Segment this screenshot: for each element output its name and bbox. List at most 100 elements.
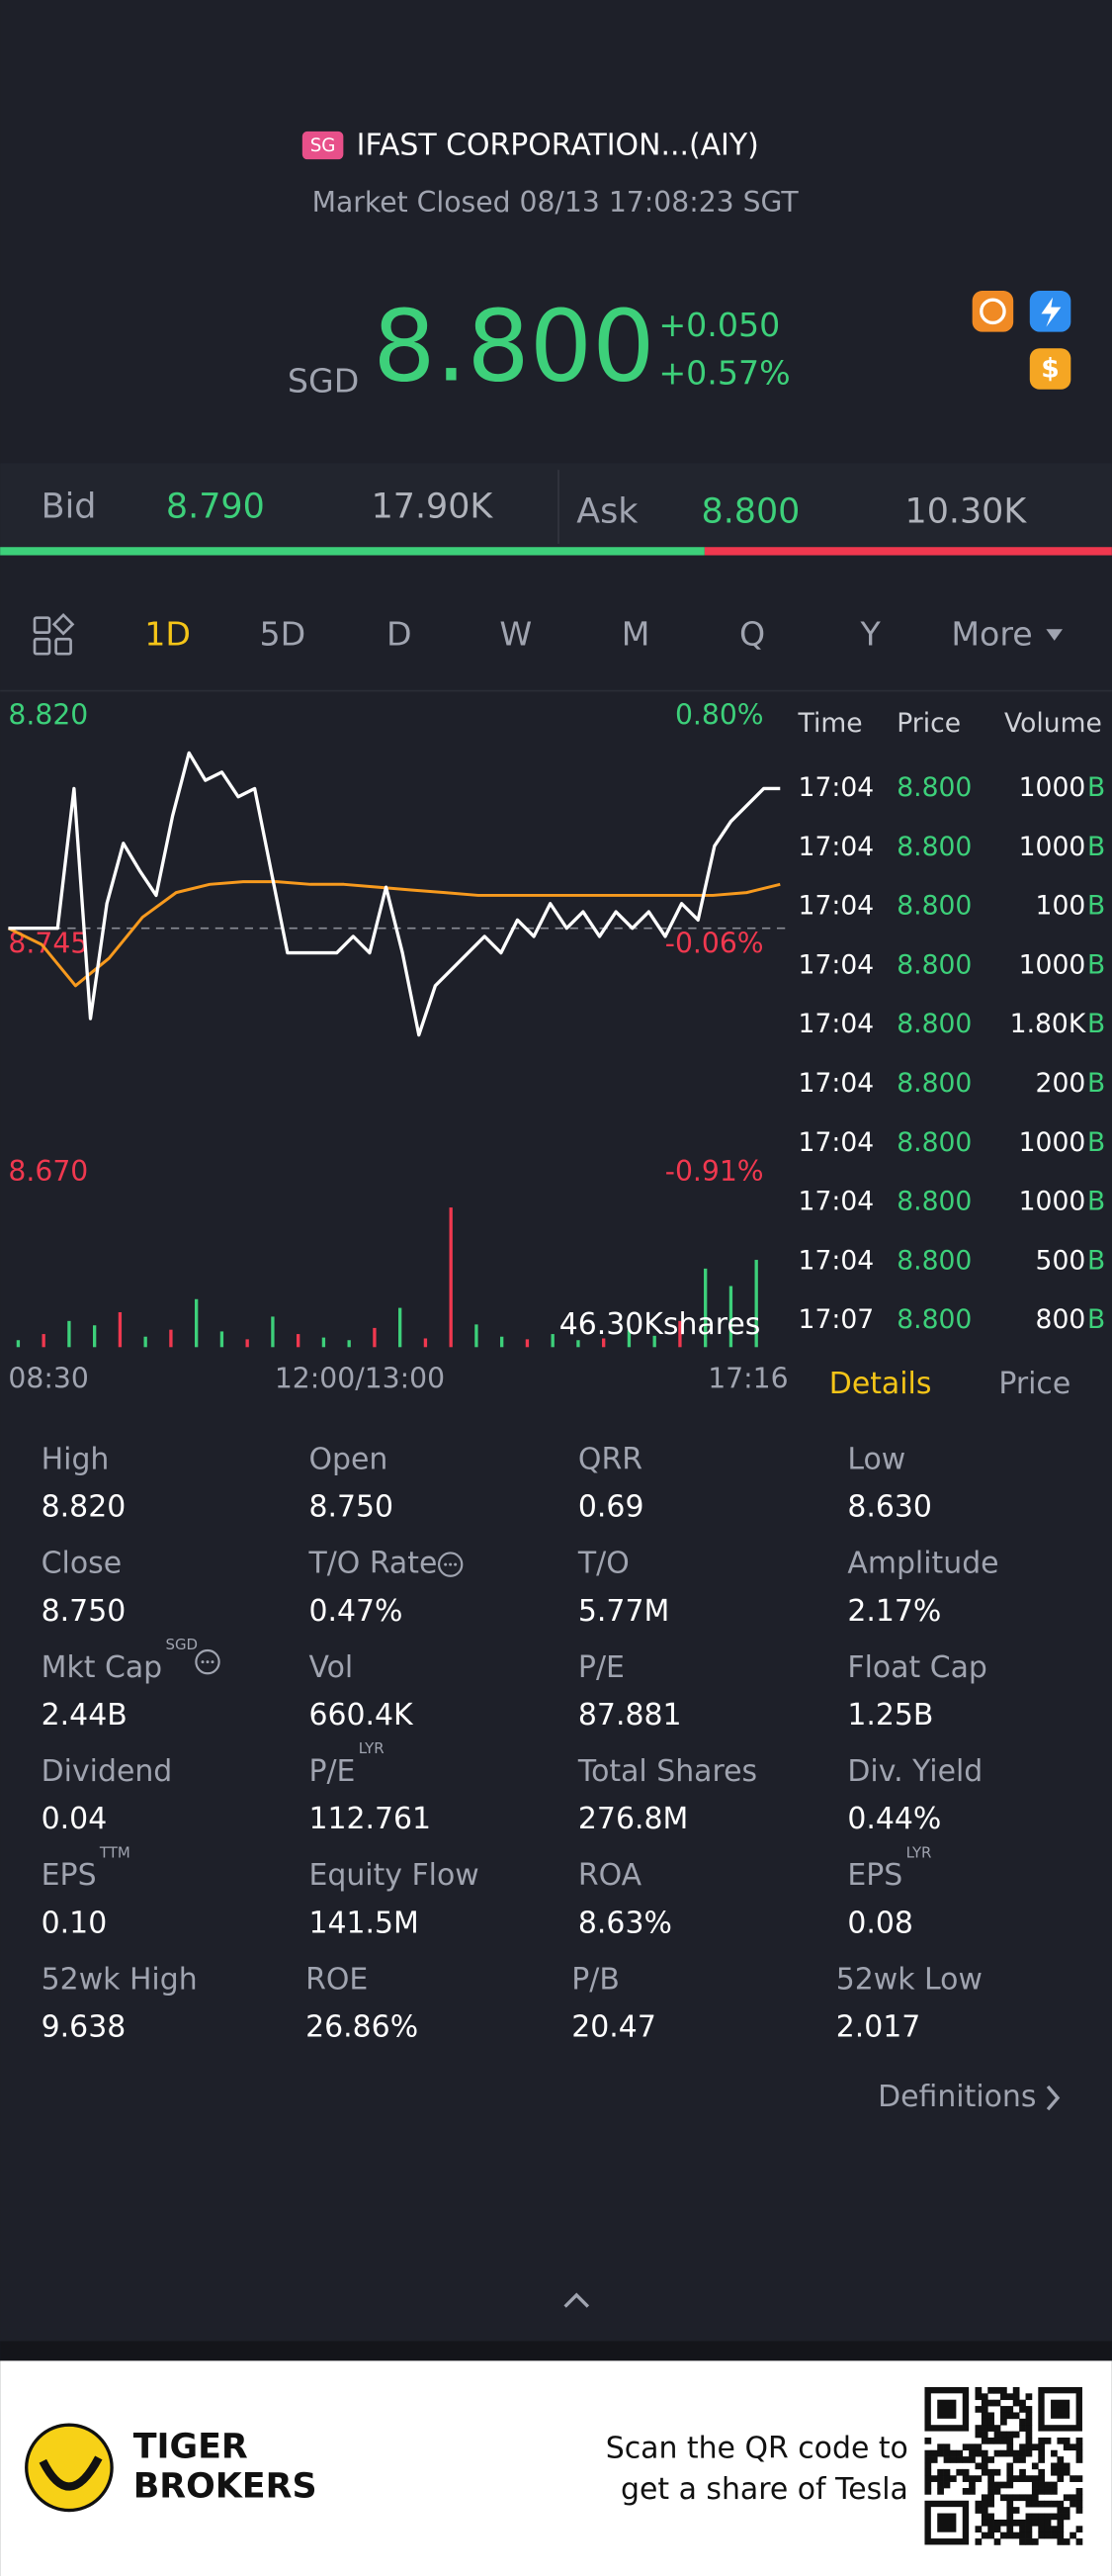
volume-bar: [525, 1339, 530, 1348]
qr-module: [1025, 2526, 1033, 2533]
trades-header: Volume: [1004, 708, 1102, 739]
period-tab[interactable]: W: [499, 614, 532, 653]
stat-label: P/E: [578, 1650, 625, 1685]
trade-price: 8.800: [897, 1304, 972, 1335]
icon-dollar[interactable]: [1029, 348, 1071, 390]
stat-label: High: [42, 1442, 110, 1476]
qr-module: [1012, 2494, 1020, 2502]
qr-module: [1025, 2494, 1033, 2502]
info-icon[interactable]: [437, 1552, 464, 1577]
qr-module: [1038, 2500, 1046, 2508]
qr-module: [962, 2468, 970, 2476]
qr-module: [1069, 2443, 1076, 2451]
qr-module: [924, 2488, 932, 2495]
stat-label: EPS: [847, 1858, 902, 1893]
y-tick-label: 8.670: [8, 1155, 88, 1188]
stat-label: Amplitude: [847, 1547, 998, 1581]
trade-side: B: [1087, 1127, 1105, 1158]
trade-side: B: [1087, 949, 1105, 980]
ask-strength: [704, 547, 1112, 556]
qr-module: [1051, 2462, 1058, 2470]
volume-bar: [678, 1320, 682, 1348]
qr-module: [1044, 2437, 1052, 2444]
info-icon[interactable]: [195, 1648, 220, 1675]
period-tab[interactable]: D: [386, 614, 412, 653]
qr-module: [1000, 2418, 1007, 2426]
volume-bar: [169, 1329, 173, 1348]
period-tab[interactable]: 1D: [144, 614, 191, 653]
qr-module: [937, 2443, 944, 2451]
period-tab[interactable]: More: [951, 614, 1032, 653]
stat-label: Equity Flow: [308, 1858, 478, 1893]
qr-module: [969, 2456, 976, 2463]
qr-module: [987, 2468, 994, 2476]
qr-module: [1031, 2488, 1039, 2495]
qr-module: [1031, 2475, 1039, 2482]
detail-tab[interactable]: Price: [998, 1367, 1070, 1401]
stat-value: 8.820: [42, 1490, 127, 1525]
qr-module: [1000, 2412, 1007, 2420]
trade-side: B: [1087, 1068, 1105, 1099]
collapse-caret[interactable]: [563, 2292, 590, 2308]
icon-trade[interactable]: [972, 291, 1014, 332]
brand-line-2: BROKERS: [133, 2466, 317, 2506]
detail-tab[interactable]: Details: [829, 1367, 932, 1401]
period-tab[interactable]: M: [622, 614, 650, 653]
volume-bar: [297, 1334, 300, 1348]
volume-bar: [423, 1338, 428, 1348]
qr-module: [981, 2519, 988, 2527]
trade-side: B: [1087, 1187, 1105, 1217]
qr-module: [1025, 2538, 1033, 2545]
qr-module: [1051, 2526, 1058, 2533]
qr-module: [1075, 2538, 1083, 2545]
qr-module: [975, 2443, 983, 2451]
qr-module: [969, 2488, 976, 2495]
qr-module: [1019, 2399, 1026, 2407]
qr-module: [981, 2418, 988, 2426]
qr-module: [1057, 2468, 1065, 2476]
qr-module: [993, 2519, 1001, 2527]
period-tab[interactable]: 5D: [260, 614, 306, 653]
volume-bar: [652, 1335, 656, 1348]
qr-module: [1006, 2526, 1014, 2533]
qr-module: [1075, 2475, 1083, 2482]
qr-module: [1038, 2519, 1046, 2527]
qr-module: [1000, 2449, 1007, 2457]
definitions-link[interactable]: Definitions: [878, 2080, 1036, 2114]
stat-value: 0.44%: [847, 1802, 941, 1836]
qr-module: [1057, 2519, 1065, 2527]
brand-line-1: TIGER: [133, 2427, 248, 2466]
qr-module: [1006, 2513, 1014, 2521]
volume-bar: [576, 1340, 580, 1348]
layout-icon[interactable]: [33, 613, 75, 656]
qr-module: [1057, 2532, 1065, 2539]
qr-module: [1057, 2456, 1065, 2463]
qr-module: [993, 2425, 1001, 2432]
qr-module: [924, 2462, 932, 2470]
trade-side: B: [1087, 1304, 1105, 1335]
qr-module: [975, 2526, 983, 2533]
qr-module: [975, 2431, 983, 2439]
qr-module: [975, 2500, 983, 2508]
qr-module: [1057, 2507, 1065, 2514]
qr-module: [1038, 2449, 1046, 2457]
qr-module: [1069, 2475, 1076, 2482]
info-dot: [449, 1562, 453, 1566]
stat-label: Total Shares: [577, 1754, 757, 1789]
stat-value: 276.8M: [578, 1802, 688, 1836]
stat-label: Vol: [308, 1650, 353, 1685]
promo-line-1: Scan the QR code to: [606, 2432, 908, 2466]
qr-module: [987, 2500, 994, 2508]
trade-price: 8.800: [897, 772, 972, 803]
qr-module: [924, 2437, 932, 2444]
period-tab[interactable]: Q: [739, 614, 765, 653]
period-tab[interactable]: Y: [860, 614, 882, 653]
stock-name[interactable]: IFAST CORPORATION...(AIY): [357, 128, 759, 162]
qr-finder: [1051, 2399, 1070, 2419]
volume-bar: [143, 1336, 147, 1348]
qr-module: [1038, 2468, 1046, 2476]
qr-module: [981, 2412, 988, 2420]
bid-ask-bg: [0, 463, 1112, 551]
qr-module: [924, 2481, 932, 2489]
qr-module: [975, 2393, 983, 2401]
